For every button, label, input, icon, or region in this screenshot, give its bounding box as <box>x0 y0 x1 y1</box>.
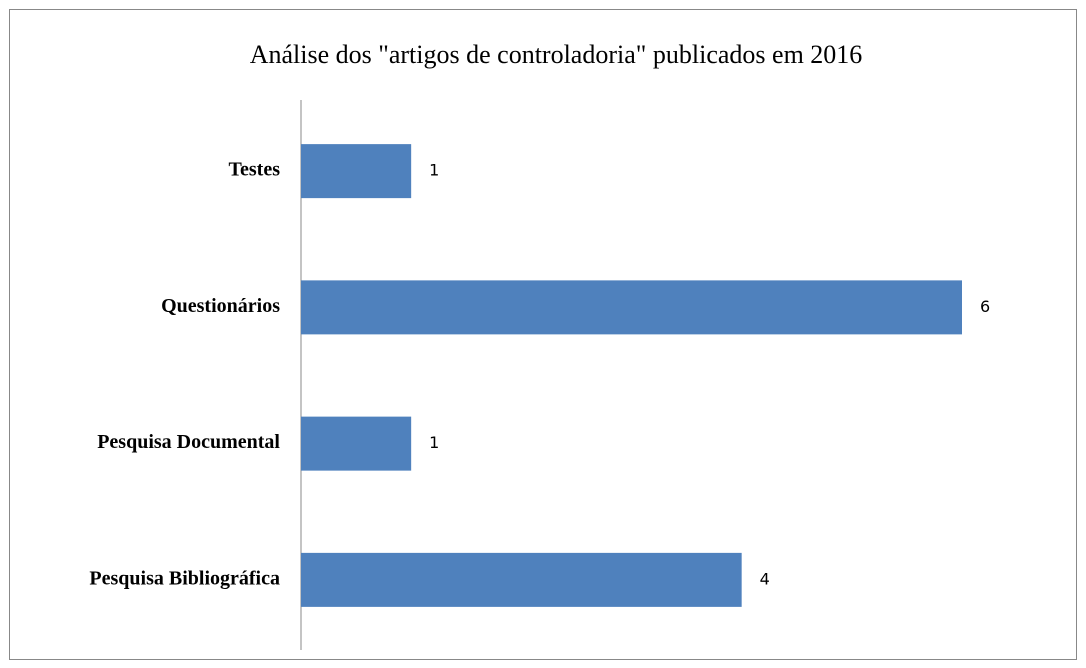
bar <box>301 144 412 199</box>
category-label: Questionários <box>161 295 280 317</box>
category-label: Testes <box>229 159 281 181</box>
bar <box>301 416 412 471</box>
category-label: Pesquisa Documental <box>97 431 280 453</box>
chart-title: Análise dos "artigos de controladoria" p… <box>250 40 863 69</box>
data-label: 1 <box>429 433 439 452</box>
data-label: 4 <box>760 569 770 588</box>
bar <box>301 552 742 607</box>
data-label: 1 <box>429 161 439 180</box>
data-label: 6 <box>980 297 990 316</box>
bar <box>301 280 962 335</box>
category-label: Pesquisa Bibliográfica <box>89 567 280 589</box>
chart-frame <box>9 9 1077 660</box>
